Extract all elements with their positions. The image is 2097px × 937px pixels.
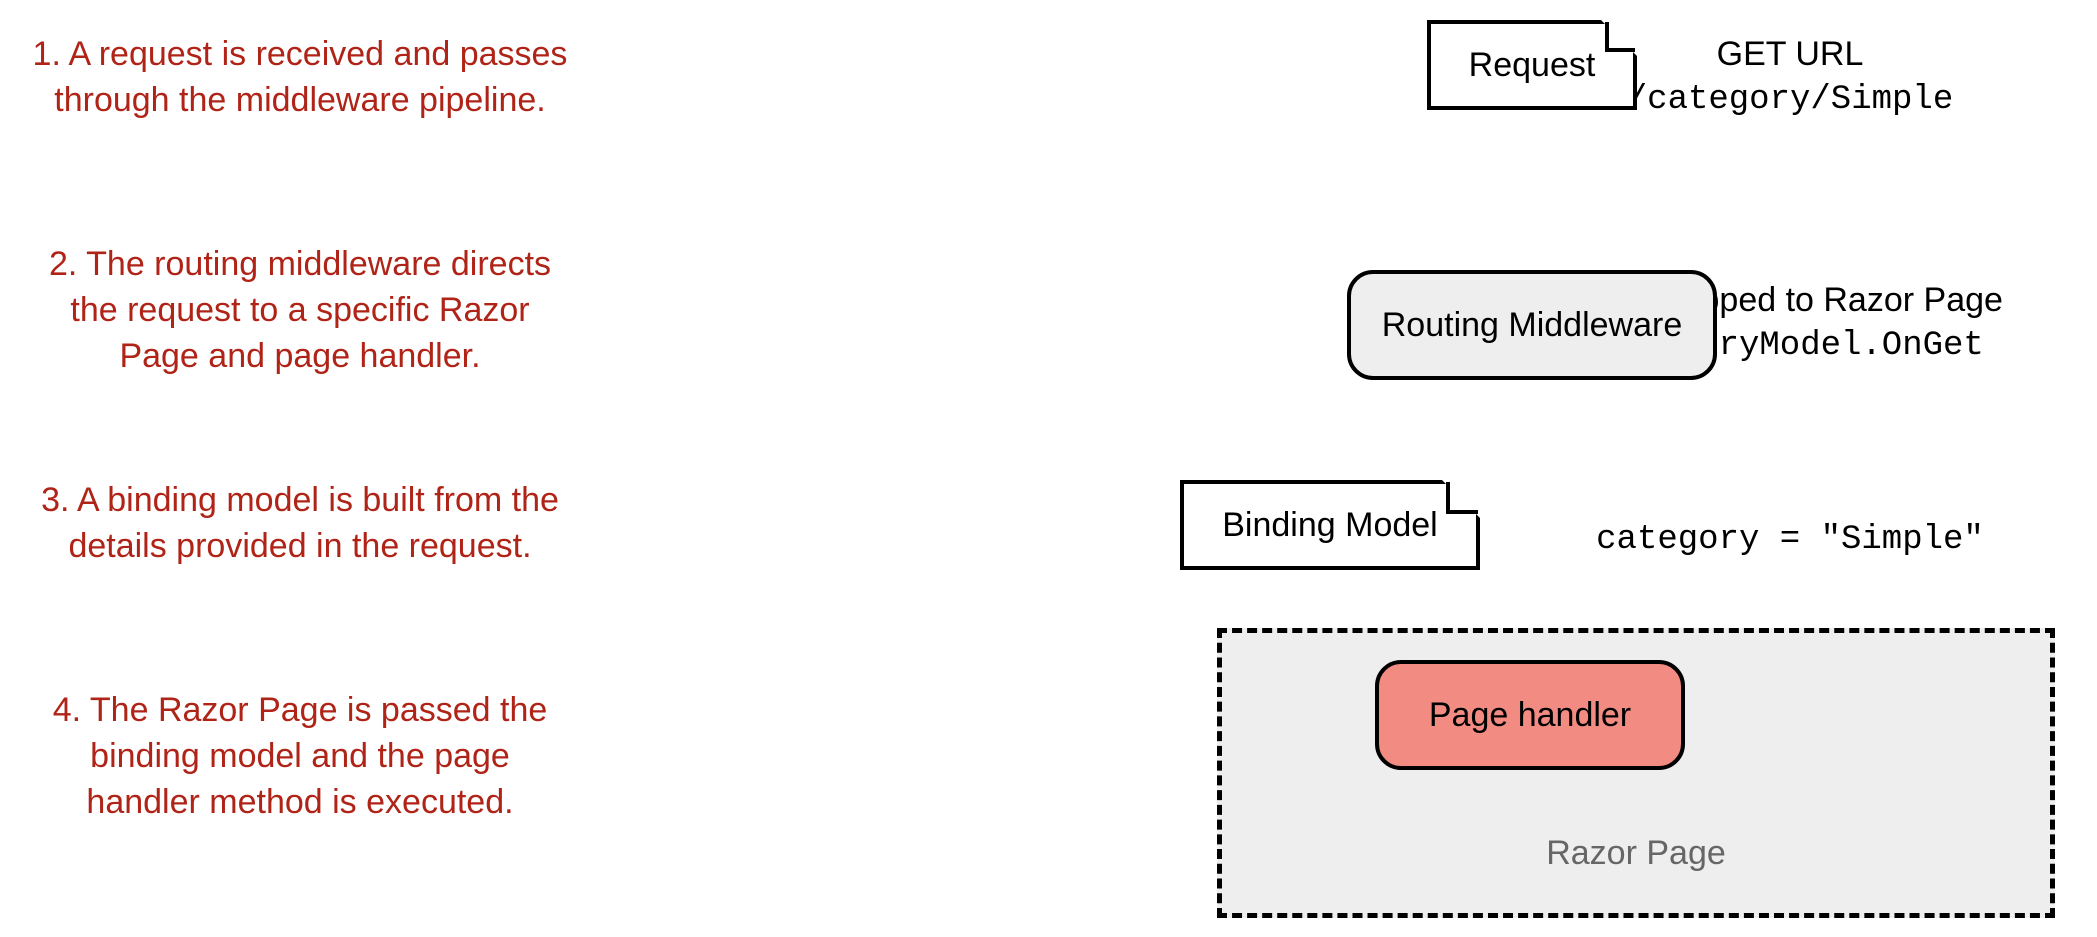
step-2-text: 2. The routing middleware directs the re… xyxy=(30,242,570,380)
binding-label: Binding Model xyxy=(1222,506,1437,545)
right-block-3: category = "Simple" xyxy=(1500,518,2080,564)
step-2: 2. The routing middleware directs the re… xyxy=(30,242,570,380)
razor-page-label: Razor Page xyxy=(1546,834,1726,873)
routing-label: Routing Middleware xyxy=(1382,306,1683,345)
dogear-icon xyxy=(1442,480,1480,518)
page-handler-node: Page handler xyxy=(1375,660,1685,770)
dogear-icon xyxy=(1601,20,1637,56)
page-handler-label: Page handler xyxy=(1429,696,1631,735)
step-3: 3. A binding model is built from the det… xyxy=(30,478,570,570)
step-4-text: 4. The Razor Page is passed the binding … xyxy=(30,688,570,826)
routing-middleware-node: Routing Middleware xyxy=(1347,270,1717,380)
step-4: 4. The Razor Page is passed the binding … xyxy=(30,688,570,826)
binding-model-node: Binding Model xyxy=(1180,480,1480,570)
request-label: Request xyxy=(1469,46,1596,85)
right-3-code: category = "Simple" xyxy=(1500,518,2080,564)
step-1: 1. A request is received and passes thro… xyxy=(30,32,570,124)
step-3-text: 3. A binding model is built from the det… xyxy=(30,478,570,570)
step-1-text: 1. A request is received and passes thro… xyxy=(30,32,570,124)
request-node: Request xyxy=(1427,20,1637,110)
